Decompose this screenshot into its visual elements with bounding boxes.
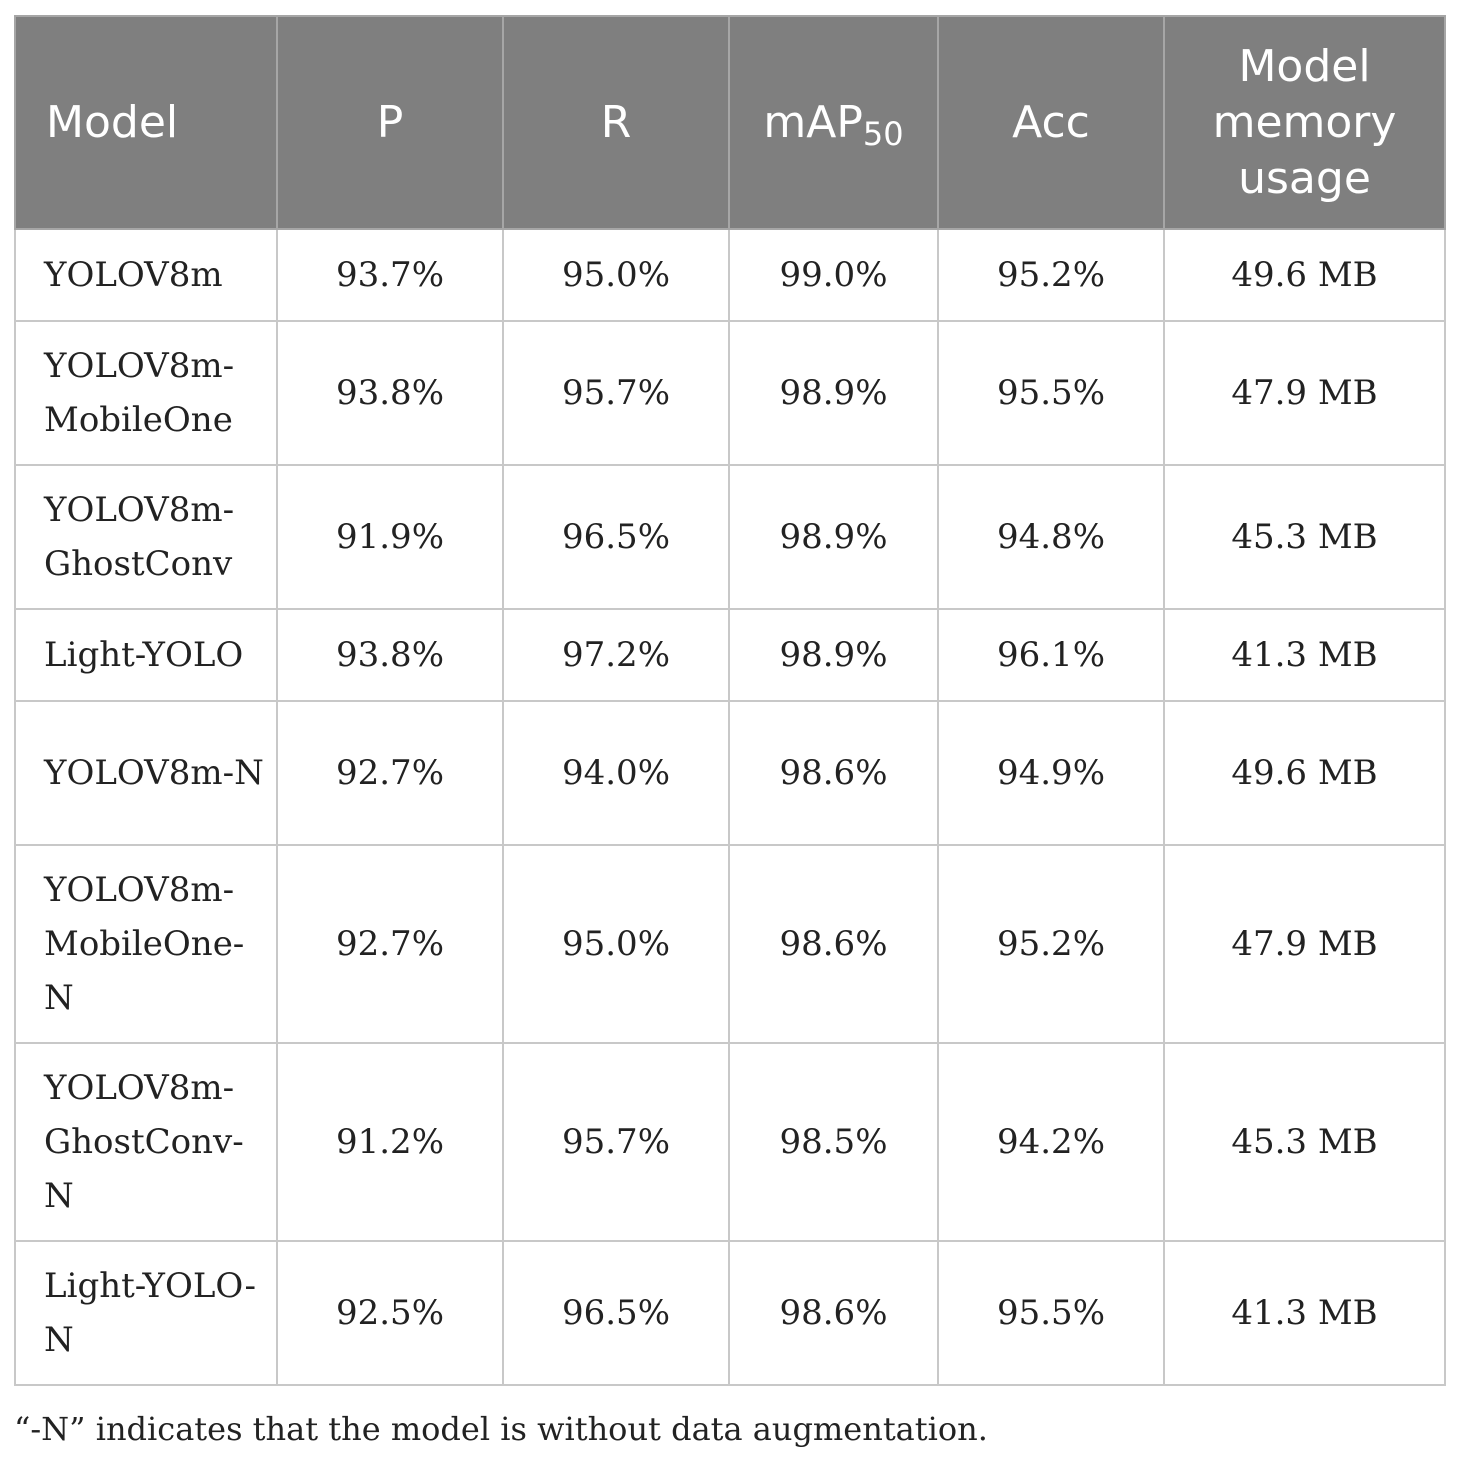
cell-memory: 49.6 MB xyxy=(1163,700,1446,846)
cell-memory: 41.3 MB xyxy=(1163,1240,1446,1386)
cell-memory: 49.6 MB xyxy=(1163,228,1446,322)
cell-model: YOLOV8m-MobileOne-N xyxy=(14,844,278,1044)
cell-precision: 93.8% xyxy=(276,608,504,702)
cell-precision: 93.8% xyxy=(276,320,504,466)
cell-accuracy: 96.1% xyxy=(937,608,1165,702)
table-row: Light-YOLO 93.8% 97.2% 98.9% 96.1% 41.3 … xyxy=(14,608,1446,702)
cell-accuracy: 94.9% xyxy=(937,700,1165,846)
table-footnote: “-N” indicates that the model is without… xyxy=(14,1410,988,1448)
header-memory-label: Model memory usage xyxy=(1212,40,1397,204)
cell-precision: 91.2% xyxy=(276,1042,504,1242)
cell-accuracy: 94.8% xyxy=(937,464,1165,610)
cell-precision: 92.7% xyxy=(276,844,504,1044)
cell-model: YOLOV8m xyxy=(14,228,278,322)
cell-recall: 97.2% xyxy=(502,608,730,702)
cell-model: YOLOV8m-GhostConv xyxy=(14,464,278,610)
cell-precision: 93.7% xyxy=(276,228,504,322)
cell-recall: 95.0% xyxy=(502,228,730,322)
cell-memory: 45.3 MB xyxy=(1163,1042,1446,1242)
table-row: YOLOV8m-MobileOne-N 92.7% 95.0% 98.6% 95… xyxy=(14,844,1446,1044)
cell-map50: 98.9% xyxy=(728,320,939,466)
table-row: YOLOV8m-MobileOne 93.8% 95.7% 98.9% 95.5… xyxy=(14,320,1446,466)
cell-accuracy: 94.2% xyxy=(937,1042,1165,1242)
cell-map50: 98.6% xyxy=(728,700,939,846)
cell-model: YOLOV8m-MobileOne xyxy=(14,320,278,466)
cell-memory: 47.9 MB xyxy=(1163,844,1446,1044)
table-row: YOLOV8m-N 92.7% 94.0% 98.6% 94.9% 49.6 M… xyxy=(14,700,1446,846)
table-row: YOLOV8m-GhostConv 91.9% 96.5% 98.9% 94.8… xyxy=(14,464,1446,610)
table-body: YOLOV8m 93.7% 95.0% 99.0% 95.2% 49.6 MB … xyxy=(14,228,1446,1386)
cell-recall: 96.5% xyxy=(502,464,730,610)
cell-map50: 99.0% xyxy=(728,228,939,322)
cell-recall: 96.5% xyxy=(502,1240,730,1386)
cell-memory: 47.9 MB xyxy=(1163,320,1446,466)
cell-accuracy: 95.2% xyxy=(937,228,1165,322)
cell-map50: 98.9% xyxy=(728,608,939,702)
cell-model: Light-YOLO-N xyxy=(14,1240,278,1386)
header-row: Model P R mAP50 Acc Model memory usage xyxy=(14,15,1446,230)
header-model: Model xyxy=(14,15,278,230)
cell-map50: 98.5% xyxy=(728,1042,939,1242)
cell-recall: 95.7% xyxy=(502,1042,730,1242)
cell-precision: 92.5% xyxy=(276,1240,504,1386)
cell-precision: 91.9% xyxy=(276,464,504,610)
table-row: YOLOV8m 93.7% 95.0% 99.0% 95.2% 49.6 MB xyxy=(14,228,1446,322)
cell-accuracy: 95.5% xyxy=(937,1240,1165,1386)
cell-recall: 94.0% xyxy=(502,700,730,846)
table-row: YOLOV8m-GhostConv-N 91.2% 95.7% 98.5% 94… xyxy=(14,1042,1446,1242)
header-map50-subscript: 50 xyxy=(862,114,904,153)
results-table: Model P R mAP50 Acc Model memory usage Y… xyxy=(14,15,1446,1386)
cell-model: Light-YOLO xyxy=(14,608,278,702)
cell-model: YOLOV8m-GhostConv-N xyxy=(14,1042,278,1242)
cell-memory: 41.3 MB xyxy=(1163,608,1446,702)
header-recall: R xyxy=(502,15,730,230)
cell-map50: 98.6% xyxy=(728,1240,939,1386)
cell-recall: 95.0% xyxy=(502,844,730,1044)
cell-recall: 95.7% xyxy=(502,320,730,466)
table-header: Model P R mAP50 Acc Model memory usage xyxy=(14,15,1446,230)
header-accuracy: Acc xyxy=(937,15,1165,230)
header-map50: mAP50 xyxy=(728,15,939,230)
cell-accuracy: 95.2% xyxy=(937,844,1165,1044)
header-memory: Model memory usage xyxy=(1163,15,1446,230)
cell-map50: 98.6% xyxy=(728,844,939,1044)
header-precision: P xyxy=(276,15,504,230)
cell-map50: 98.9% xyxy=(728,464,939,610)
cell-memory: 45.3 MB xyxy=(1163,464,1446,610)
cell-precision: 92.7% xyxy=(276,700,504,846)
table-row: Light-YOLO-N 92.5% 96.5% 98.6% 95.5% 41.… xyxy=(14,1240,1446,1386)
header-map50-base: mAP xyxy=(763,96,863,148)
cell-model: YOLOV8m-N xyxy=(14,700,278,846)
cell-accuracy: 95.5% xyxy=(937,320,1165,466)
